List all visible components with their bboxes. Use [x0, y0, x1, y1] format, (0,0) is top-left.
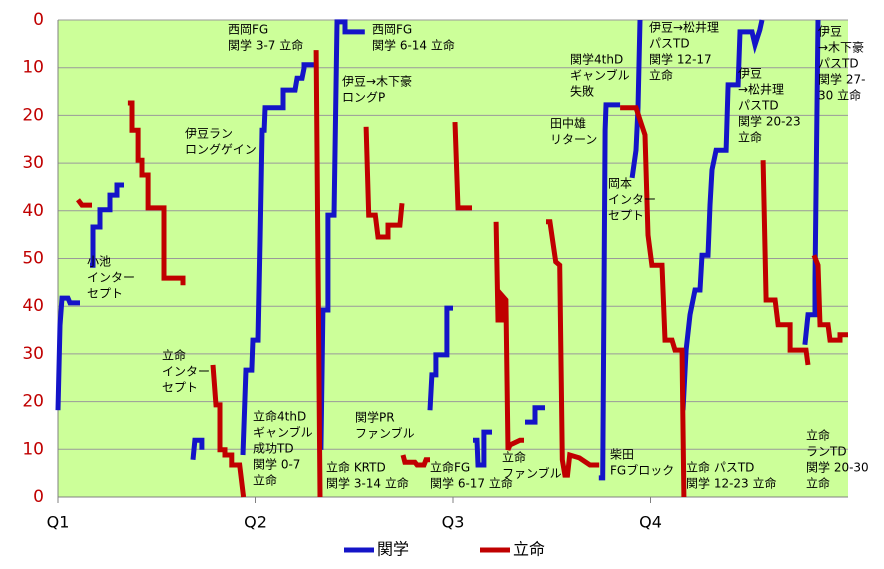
annotation: 岡本: [608, 177, 632, 191]
annotation: インター: [87, 271, 135, 285]
x-tick-label: Q4: [639, 513, 662, 532]
annotation: 西岡FG: [228, 23, 268, 37]
annotation: 成功TD: [253, 442, 294, 456]
annotation: 伊豆: [738, 67, 762, 81]
annotation: 立命: [253, 473, 277, 488]
annotation: ロングゲイン: [185, 143, 257, 157]
annotation: ランTD: [806, 445, 847, 459]
y-tick-label: 30: [22, 153, 44, 173]
annotation: 立命4thD: [253, 409, 306, 424]
annotation: 立命: [806, 476, 830, 491]
annotation: FGブロック: [610, 463, 674, 478]
annotation: 関学 0-7: [253, 457, 300, 472]
annotation: 関学PR: [355, 410, 395, 425]
annotation: →木下豪: [818, 40, 864, 55]
annotation: 関学 27-: [818, 72, 865, 87]
annotation: 立命: [806, 428, 830, 443]
annotation: 伊豆→木下豪: [342, 74, 412, 89]
y-tick-label: 20: [22, 392, 44, 412]
x-tick-label: Q3: [442, 513, 465, 532]
annotation: パスTD: [649, 37, 690, 51]
annotation: 立命: [649, 68, 673, 83]
annotation: 関学 20-23: [738, 114, 801, 129]
annotation: ロングP: [342, 91, 385, 105]
annotation: 関学 6-17 立命: [430, 476, 513, 491]
y-tick-label: 10: [22, 439, 44, 459]
series-line: [76, 50, 848, 498]
annotation: 伊豆→松井理: [649, 21, 719, 35]
annotation: インター: [608, 193, 656, 207]
annotation: 柴田: [610, 448, 634, 462]
y-tick-label: 30: [22, 344, 44, 364]
annotation: ファンブル: [502, 466, 562, 481]
y-tick-label: 40: [22, 296, 44, 316]
y-tick-label: 0: [33, 10, 44, 30]
y-tick-label: 20: [22, 105, 44, 125]
annotation: セプト: [87, 287, 123, 301]
annotation: 立命: [502, 450, 526, 465]
annotation: 立命: [738, 130, 762, 145]
annotation: セプト: [162, 381, 198, 395]
y-tick-label: 40: [22, 201, 44, 221]
annotation: 立命FG: [430, 460, 470, 475]
annotation: 田中雄: [550, 116, 586, 131]
series-line: [55, 19, 821, 481]
annotation: 立命 KRTD: [326, 460, 386, 475]
annotation: 立命: [162, 348, 186, 363]
annotation: 関学 12-17: [649, 52, 712, 67]
annotation: パスTD: [738, 99, 779, 113]
x-tick-label: Q2: [244, 513, 267, 532]
annotation: 小池: [87, 255, 111, 269]
legend-label: 立命: [513, 540, 545, 559]
annotation: ギャンブル: [570, 68, 630, 83]
annotation: 30 立命: [818, 88, 861, 103]
annotation: 関学 20-30: [806, 460, 869, 475]
annotation: 失敗: [570, 84, 594, 99]
annotation: 西岡FG: [372, 23, 412, 37]
annotation: リターン: [550, 133, 597, 147]
annotation: パスTD: [818, 57, 859, 71]
annotation: 関学 3-7 立命: [228, 38, 303, 53]
y-tick-label: 10: [22, 58, 44, 78]
legend-label: 関学: [377, 540, 409, 559]
annotation: 関学 3-14 立命: [326, 476, 409, 491]
y-tick-label: 0: [33, 487, 44, 507]
annotation: 伊豆ラン: [185, 127, 233, 141]
annotation: →松井理: [738, 83, 784, 97]
x-tick-label: Q1: [47, 513, 70, 532]
annotation: 伊豆: [818, 25, 842, 39]
annotation: ファンブル: [355, 426, 415, 441]
annotation: 関学 12-23 立命: [686, 476, 777, 491]
annotation: 関学 6-14 立命: [372, 38, 455, 53]
annotation: 関学4thD: [570, 52, 623, 67]
annotation: ギャンブル: [253, 425, 313, 440]
annotation: インター: [162, 365, 210, 379]
annotation: セプト: [608, 209, 644, 223]
y-tick-label: 50: [22, 249, 44, 269]
annotation: 立命 パスTD: [686, 460, 754, 475]
